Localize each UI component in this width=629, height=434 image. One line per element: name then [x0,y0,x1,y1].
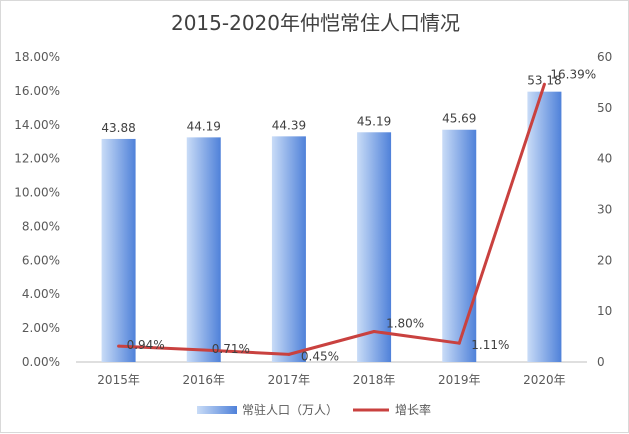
y-left-tick-label: 0.00% [22,355,60,369]
legend-bar-label: 常驻人口（万人） [242,402,338,417]
x-tick-label: 2017年 [268,373,311,387]
line-point [542,82,546,86]
bar-value-label: 44.39 [272,118,306,132]
x-tick-label: 2016年 [182,373,225,387]
line-point [202,348,206,352]
line-value-label: 0.94% [127,338,165,352]
bar [186,137,221,362]
line-point [457,341,461,345]
bar-value-label: 43.88 [101,121,135,135]
y-right-tick-label: 20 [597,253,612,267]
y-left-tick-label: 8.00% [22,219,60,233]
line-value-label: 1.80% [386,317,424,331]
y-left-tick-label: 18.00% [14,50,60,64]
growth-rate-line [118,83,546,356]
x-tick-label: 2020年 [523,373,566,387]
bar [527,91,562,362]
y-left-tick-label: 4.00% [22,287,60,301]
bar-value-label: 53.18 [527,74,561,88]
line-value-label: 16.39% [550,67,596,81]
y-left-tick-label: 2.00% [22,321,60,335]
y-left-tick-label: 12.00% [14,152,60,166]
chart-title: 2015-2020年仲恺常住人口情况 [170,11,460,35]
bar-value-label: 45.19 [357,114,391,128]
y-right-tick-label: 60 [597,50,612,64]
y-left-tick-label: 6.00% [22,253,60,267]
x-tick-label: 2018年 [353,373,396,387]
bar [271,136,306,362]
x-tick-label: 2015年 [97,373,140,387]
bar-value-label: 45.69 [442,112,476,126]
legend-line-label: 增长率 [395,402,431,417]
bar-value-label: 44.19 [187,119,221,133]
y-left-tick-label: 14.00% [14,118,60,132]
line-value-label: 0.45% [301,349,339,363]
y-right-tick-label: 0 [597,355,605,369]
line-point [372,330,376,333]
y-right-tick-label: 40 [597,152,612,166]
line-point [287,352,291,356]
legend-bar-swatch [197,406,237,414]
x-tick-label: 2019年 [438,373,481,387]
y-left-tick-label: 16.00% [14,84,60,98]
bar [442,129,477,362]
bar [101,138,136,362]
y-right-tick-label: 10 [597,304,612,318]
line-value-label: 0.71% [212,342,250,356]
line-value-label: 1.11% [471,338,509,352]
y-left-tick-label: 10.00% [14,186,60,200]
line-point [117,344,121,348]
bar [357,132,392,362]
y-right-tick-label: 30 [597,203,612,217]
y-right-tick-label: 50 [597,101,612,115]
